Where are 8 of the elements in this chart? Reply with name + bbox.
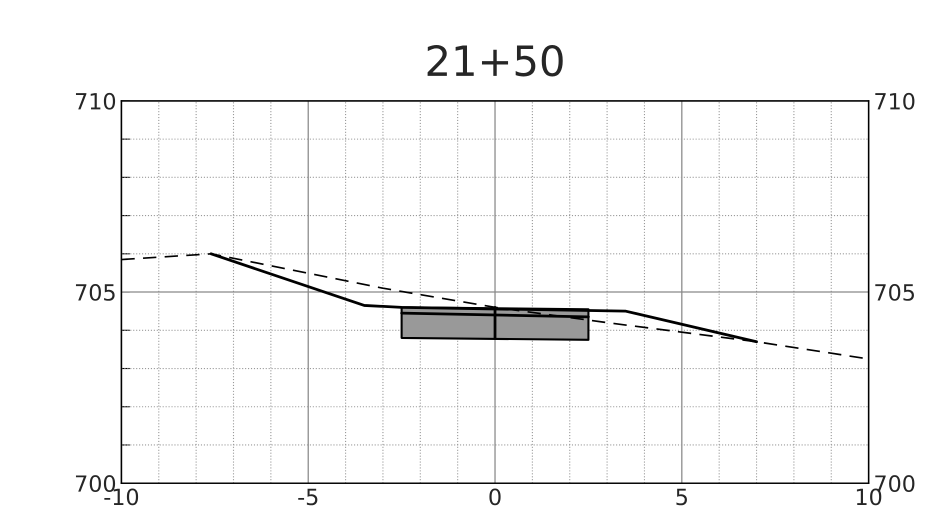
y2-tick-label: 705 xyxy=(875,284,914,301)
y2-tick-label: 710 xyxy=(875,92,914,110)
chart-title: 21+50 xyxy=(428,44,563,76)
y-tick-label: 705 xyxy=(76,284,115,301)
x-tick-label: -5 xyxy=(298,488,318,506)
x-tick-label: 0 xyxy=(489,488,501,506)
x-tick-label: 5 xyxy=(676,488,687,506)
y-tick-label: 710 xyxy=(76,92,116,110)
